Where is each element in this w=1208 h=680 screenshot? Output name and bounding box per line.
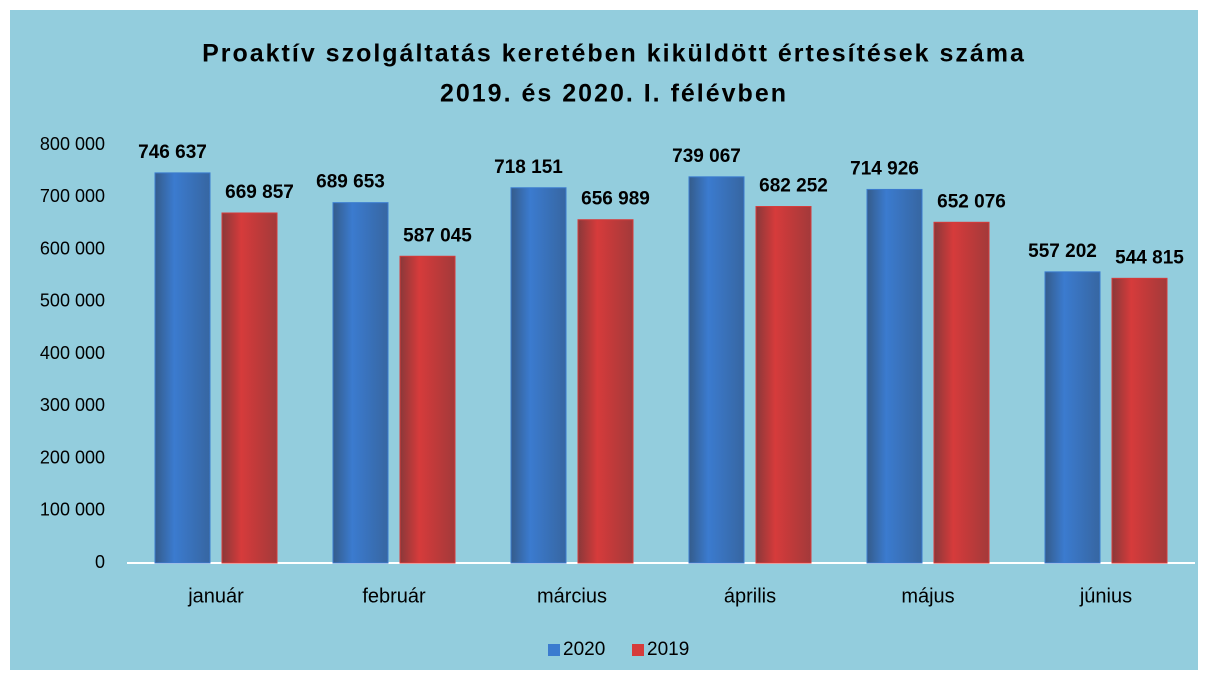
- y-tick-label: 200 000: [40, 447, 105, 467]
- value-label: 652 076: [937, 191, 1006, 212]
- value-label: 669 857: [225, 182, 294, 203]
- value-label: 746 637: [138, 142, 207, 163]
- x-tick-label: március: [537, 585, 607, 607]
- value-label: 714 926: [850, 158, 919, 179]
- bar: [688, 176, 745, 564]
- x-tick-label: április: [724, 585, 776, 607]
- value-label: 587 045: [403, 225, 472, 246]
- x-tick-label: február: [362, 585, 426, 607]
- value-label: 544 815: [1115, 247, 1184, 268]
- bar: [332, 202, 389, 564]
- bar: [399, 255, 456, 564]
- bar: [933, 221, 990, 564]
- y-tick-label: 500 000: [40, 291, 105, 311]
- y-tick-label: 100 000: [40, 500, 105, 520]
- y-tick-label: 700 000: [40, 186, 105, 206]
- value-label: 682 252: [759, 176, 828, 197]
- bar: [866, 188, 923, 564]
- x-tick-label: május: [901, 585, 954, 607]
- legend-swatch: [632, 644, 644, 656]
- bar: [154, 172, 211, 564]
- y-tick-label: 0: [95, 552, 105, 572]
- legend-swatch: [548, 644, 560, 656]
- value-label: 557 202: [1028, 241, 1097, 262]
- bar: [1044, 271, 1101, 564]
- chart-title: 2019. és 2020. I. félévben: [440, 80, 788, 108]
- y-tick-label: 600 000: [40, 238, 105, 258]
- y-tick-label: 800 000: [40, 134, 105, 154]
- legend-label: 2019: [647, 639, 689, 660]
- y-tick-label: 400 000: [40, 343, 105, 363]
- bar: [510, 187, 567, 564]
- bar: [1111, 277, 1168, 564]
- value-label: 656 989: [581, 189, 650, 210]
- bar: [755, 206, 812, 564]
- bar: [577, 219, 634, 564]
- value-label: 739 067: [672, 146, 741, 167]
- x-tick-label: január: [187, 585, 244, 607]
- chart-title: Proaktív szolgáltatás keretében kiküldöt…: [202, 40, 1026, 68]
- legend-label: 2020: [563, 639, 605, 660]
- value-label: 689 653: [316, 172, 385, 193]
- x-tick-label: június: [1079, 585, 1132, 607]
- y-tick-label: 300 000: [40, 395, 105, 415]
- value-label: 718 151: [494, 157, 563, 178]
- bar: [221, 212, 278, 564]
